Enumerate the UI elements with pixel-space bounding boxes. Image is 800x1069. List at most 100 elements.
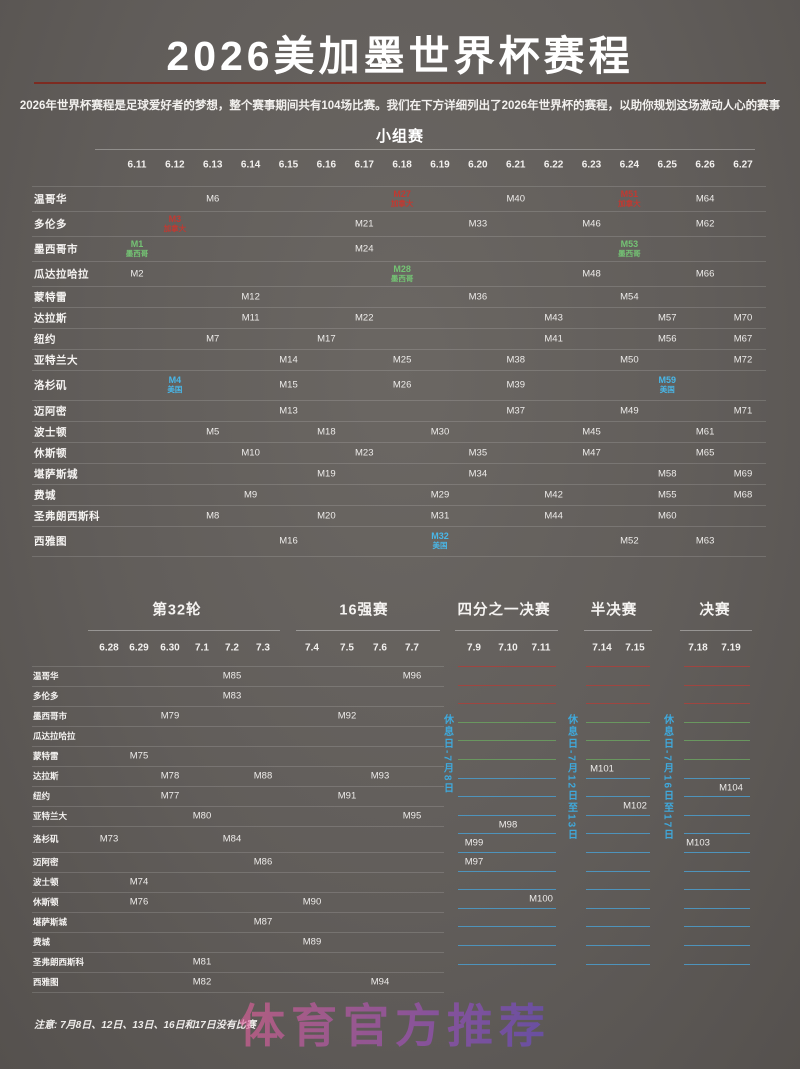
match-cell: M87 — [253, 916, 273, 928]
bracket-row-line — [458, 703, 556, 704]
match-cell: M38 — [506, 354, 525, 365]
match-cell-host: M53 墨西哥 — [618, 239, 641, 258]
match-cell-host: M1 墨西哥 — [126, 239, 149, 258]
match-cell: M50 — [620, 354, 639, 365]
match-cell: M91 — [337, 790, 357, 802]
grid-line — [32, 505, 766, 506]
match-cell: M94 — [370, 976, 390, 988]
grid-line — [32, 211, 766, 212]
match-cell: M75 — [129, 750, 149, 762]
match-cell-host: M32 美国 — [431, 531, 449, 551]
stage-header: 16强赛 — [339, 602, 389, 619]
host-country-label: 加拿大 — [618, 198, 641, 208]
match-cell: M25 — [392, 354, 412, 365]
match-cell: M21 — [355, 218, 374, 229]
grid-line — [32, 872, 444, 873]
match-cell: M23 — [355, 447, 374, 458]
city-label: 休斯顿 — [34, 447, 67, 459]
city-label: 费城 — [33, 937, 51, 947]
match-number: M27 — [393, 188, 411, 199]
city-label: 亚特兰大 — [34, 354, 78, 366]
city-label: 西雅图 — [33, 977, 59, 987]
date-header: 7.1 — [195, 642, 209, 654]
match-cell: M31 — [430, 510, 450, 521]
host-country-label: 墨西哥 — [390, 273, 414, 283]
title-underline — [34, 82, 766, 84]
grid-line — [32, 421, 766, 422]
city-label: 温哥华 — [33, 671, 59, 681]
grid-line — [32, 307, 766, 308]
grid-line — [32, 556, 766, 557]
city-label: 圣弗朗西斯科 — [34, 510, 100, 522]
match-cell: M88 — [253, 770, 273, 782]
city-label: 墨西哥市 — [34, 243, 78, 255]
grid-line — [32, 826, 444, 827]
date-header: 6.12 — [165, 159, 185, 171]
match-cell: M10 — [241, 447, 260, 458]
match-number: M32 — [431, 531, 449, 541]
match-cell: M58 — [658, 468, 677, 479]
bracket-row-line — [586, 722, 650, 723]
match-cell: M24 — [355, 243, 374, 254]
match-cell: M47 — [582, 447, 601, 458]
date-header: 7.2 — [225, 642, 239, 654]
match-cell: M41 — [544, 333, 563, 344]
city-label: 堪萨斯城 — [34, 468, 78, 480]
match-cell: M73 — [99, 833, 119, 845]
match-cell: M34 — [468, 468, 488, 479]
match-cell: M79 — [160, 710, 180, 722]
match-cell: M66 — [695, 268, 715, 279]
match-cell: M42 — [544, 489, 563, 500]
bracket-row-line — [458, 759, 556, 760]
stage-header-underline — [680, 630, 752, 631]
bracket-row-line — [684, 722, 750, 723]
match-cell: M8 — [206, 510, 220, 521]
match-cell: M103 — [686, 837, 710, 849]
match-cell: M102 — [623, 800, 647, 812]
match-cell: M9 — [244, 489, 258, 500]
match-cell: M97 — [464, 856, 484, 868]
grid-line — [32, 952, 444, 953]
city-label: 堪萨斯城 — [33, 917, 68, 927]
host-country-label: 加拿大 — [390, 198, 414, 208]
match-cell: M33 — [468, 218, 488, 229]
date-header: 7.7 — [405, 642, 419, 654]
grid-line — [32, 766, 444, 767]
match-cell: M84 — [222, 833, 242, 845]
bracket-row-line — [458, 889, 556, 890]
bracket-row-line — [586, 945, 650, 946]
match-cell: M52 — [620, 535, 639, 547]
bracket-row-line — [586, 833, 650, 834]
date-header: 6.16 — [316, 159, 337, 171]
bracket-row-line — [586, 740, 650, 741]
match-cell: M86 — [253, 856, 273, 868]
date-header: 7.14 — [592, 642, 612, 654]
bracket-row-line — [586, 703, 650, 704]
bracket-row-line — [458, 722, 556, 723]
bracket-row-line — [458, 852, 556, 853]
match-cell: M36 — [468, 291, 488, 302]
grid-line — [32, 286, 766, 287]
host-country-label: 墨西哥 — [618, 248, 641, 258]
host-country-label: 美国 — [167, 385, 183, 394]
grid-line — [32, 992, 444, 993]
date-header: 6.28 — [99, 642, 119, 654]
bracket-row-line — [586, 796, 650, 797]
grid-line — [32, 463, 766, 464]
match-cell: M95 — [402, 810, 422, 822]
bracket-row-line — [586, 778, 650, 779]
match-cell: M46 — [582, 218, 601, 229]
bracket-row-line — [458, 833, 556, 834]
grid-line — [32, 442, 766, 443]
match-cell: M5 — [206, 426, 220, 437]
bracket-row-line — [684, 871, 750, 872]
bracket-row-line — [458, 666, 556, 667]
bracket-row-line — [458, 871, 556, 872]
match-cell: M98 — [498, 819, 518, 831]
match-cell: M92 — [337, 710, 357, 722]
rest-day-label: 休息日-7月8日 — [441, 714, 453, 795]
match-cell: M48 — [582, 268, 601, 279]
match-cell: M82 — [192, 976, 212, 988]
bracket-row-line — [458, 964, 556, 965]
date-header: 7.15 — [625, 642, 645, 654]
